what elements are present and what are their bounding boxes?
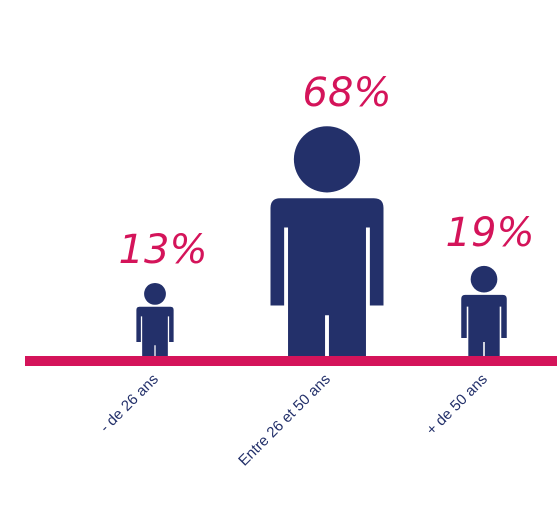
person-figure [461,265,507,356]
value-label: 13% [119,227,208,273]
category-label: Entre 26 et 50 ans [235,371,334,470]
person-figure [136,282,174,356]
category-label: + de 50 ans [423,371,491,439]
person-head [144,282,166,305]
person-head [293,126,361,193]
baseline [25,356,557,366]
person-body [461,294,507,356]
value-labels-group: 13% 68% 19% [119,70,535,273]
value-label: 68% [303,70,392,116]
figures-group [136,126,507,356]
value-label: 19% [446,210,535,256]
person-body [270,198,384,356]
person-head [470,265,498,293]
person-body [136,306,174,356]
category-label: - de 26 ans [97,371,162,436]
category-labels-group: - de 26 ans Entre 26 et 50 ans + de 50 ans [97,371,491,470]
person-figure [270,126,384,356]
